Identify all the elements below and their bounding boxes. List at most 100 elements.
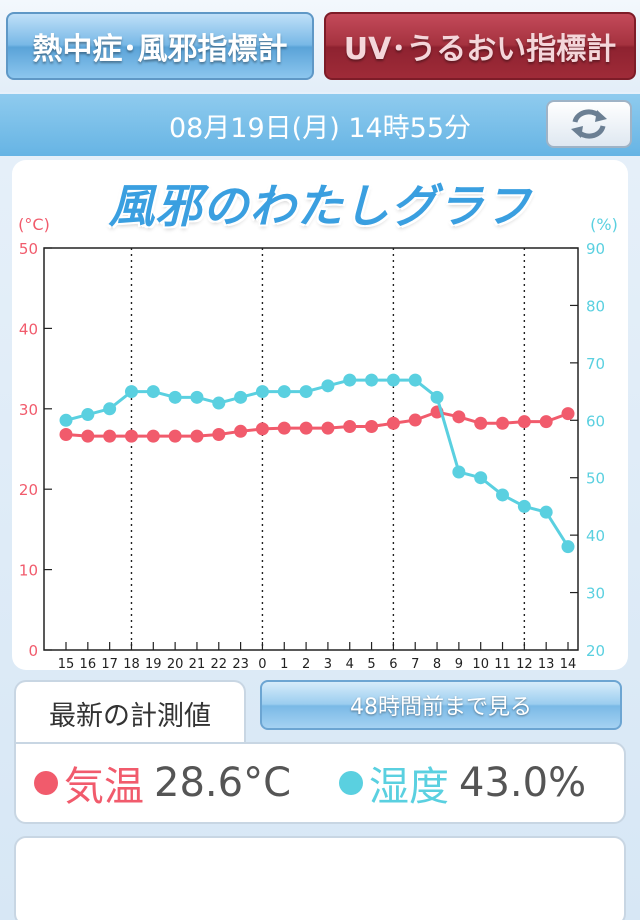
data-point-humidity [212, 396, 226, 410]
data-point-temperature [474, 416, 488, 430]
right-axis-tick-label: 20 [586, 642, 605, 660]
temperature-value: 28.6°C [154, 760, 291, 806]
data-point-humidity [517, 499, 531, 513]
data-point-temperature [277, 421, 291, 435]
data-point-humidity [190, 390, 204, 404]
latest-values-panel: 気温 28.6°C 湿度 43.0% [14, 742, 626, 824]
x-axis-tick-label: 11 [494, 657, 511, 670]
plot-frame [43, 247, 579, 651]
data-point-temperature [539, 415, 553, 429]
data-point-temperature [343, 419, 357, 433]
x-axis-tick-label: 7 [411, 657, 419, 670]
data-point-temperature [517, 415, 531, 429]
data-point-humidity [59, 413, 73, 427]
left-axis-tick-label: 20 [19, 481, 38, 499]
data-point-humidity [430, 390, 444, 404]
data-point-humidity [474, 471, 488, 485]
date-bar: 08月19日(月) 14時55分 [0, 94, 640, 156]
data-point-humidity [452, 465, 466, 479]
x-axis-tick-label: 9 [455, 657, 463, 670]
left-axis-tick-label: 10 [19, 562, 38, 580]
data-point-temperature [124, 429, 138, 443]
x-axis-tick-label: 1 [280, 657, 288, 670]
data-point-temperature [299, 421, 313, 435]
bottom-panel [14, 836, 626, 920]
humidity-reading: 湿度 43.0% [339, 754, 586, 812]
refresh-icon [571, 109, 607, 139]
right-axis-tick-label: 50 [586, 470, 605, 488]
left-axis-tick-label: 40 [19, 320, 38, 338]
refresh-button[interactable] [546, 100, 632, 148]
data-point-humidity [168, 390, 182, 404]
data-point-temperature [452, 410, 466, 424]
x-axis-tick-label: 3 [324, 657, 332, 670]
x-axis-tick-label: 17 [101, 657, 118, 670]
right-axis-tick-label: 90 [586, 240, 605, 258]
measurement-datetime: 08月19日(月) 14時55分 [168, 112, 472, 144]
left-axis-tick-label: 50 [19, 240, 38, 258]
data-point-humidity [561, 540, 575, 554]
x-axis-tick-label: 22 [211, 657, 228, 670]
x-axis-tick-label: 5 [367, 657, 375, 670]
heatstroke-cold-index-tab[interactable]: 熱中症･風邪指標計 [6, 12, 314, 80]
x-axis-tick-label: 21 [189, 657, 206, 670]
data-point-humidity [81, 408, 95, 422]
data-point-temperature [408, 413, 422, 427]
data-point-temperature [59, 428, 73, 442]
data-point-temperature [212, 428, 226, 442]
data-point-humidity [277, 385, 291, 399]
right-axis-unit: (%) [590, 215, 618, 234]
latest-measurement-tab[interactable]: 最新の計測値 [14, 680, 246, 744]
x-axis-tick-label: 10 [472, 657, 489, 670]
data-point-humidity [386, 373, 400, 387]
data-point-humidity [321, 379, 335, 393]
x-axis-tick-label: 2 [302, 657, 310, 670]
data-point-humidity [146, 385, 160, 399]
humidity-label: 湿度 [369, 764, 449, 810]
x-axis-tick-label: 14 [560, 657, 577, 670]
graph-title: 風邪のわたしグラフ [108, 179, 532, 233]
temperature-label: 気温 [64, 764, 144, 810]
left-axis-tick-label: 0 [28, 642, 38, 660]
data-point-humidity [255, 385, 269, 399]
data-point-temperature [103, 429, 117, 443]
data-point-temperature [321, 421, 335, 435]
data-point-humidity [408, 373, 422, 387]
x-axis-tick-label: 16 [80, 657, 97, 670]
left-axis-unit: (°C) [18, 215, 50, 234]
data-point-temperature [496, 416, 510, 430]
x-axis-tick-label: 4 [346, 657, 354, 670]
top-tab-bar: 熱中症･風邪指標計 UV･うるおい指標計 [0, 0, 640, 92]
right-axis-tick-label: 70 [586, 355, 605, 373]
data-point-temperature [81, 429, 95, 443]
x-axis-tick-label: 8 [433, 657, 441, 670]
data-point-humidity [365, 373, 379, 387]
data-point-humidity [103, 402, 117, 416]
data-point-temperature [190, 429, 204, 443]
uv-moisture-index-tab[interactable]: UV･うるおい指標計 [324, 12, 636, 80]
humidity-value: 43.0% [459, 760, 587, 806]
temperature-dot-icon [34, 771, 58, 795]
humidity-dot-icon [339, 771, 363, 795]
x-axis-tick-label: 12 [516, 657, 533, 670]
data-point-humidity [234, 390, 248, 404]
right-axis-tick-label: 80 [586, 297, 605, 315]
x-axis-tick-label: 15 [58, 657, 75, 670]
data-point-temperature [386, 416, 400, 430]
data-point-temperature [146, 429, 160, 443]
data-point-humidity [124, 385, 138, 399]
data-point-humidity [539, 505, 553, 519]
data-point-temperature [234, 424, 248, 438]
view-48-hours-button[interactable]: 48時間前まで見る [260, 680, 622, 730]
data-point-humidity [299, 385, 313, 399]
temperature-reading: 気温 28.6°C [34, 754, 291, 812]
x-axis-tick-label: 6 [389, 657, 397, 670]
data-point-temperature [168, 429, 182, 443]
data-point-humidity [496, 488, 510, 502]
data-point-temperature [365, 419, 379, 433]
x-axis-tick-label: 20 [167, 657, 184, 670]
x-axis-tick-label: 18 [123, 657, 140, 670]
right-axis-tick-label: 60 [586, 412, 605, 430]
x-axis-tick-label: 0 [258, 657, 266, 670]
